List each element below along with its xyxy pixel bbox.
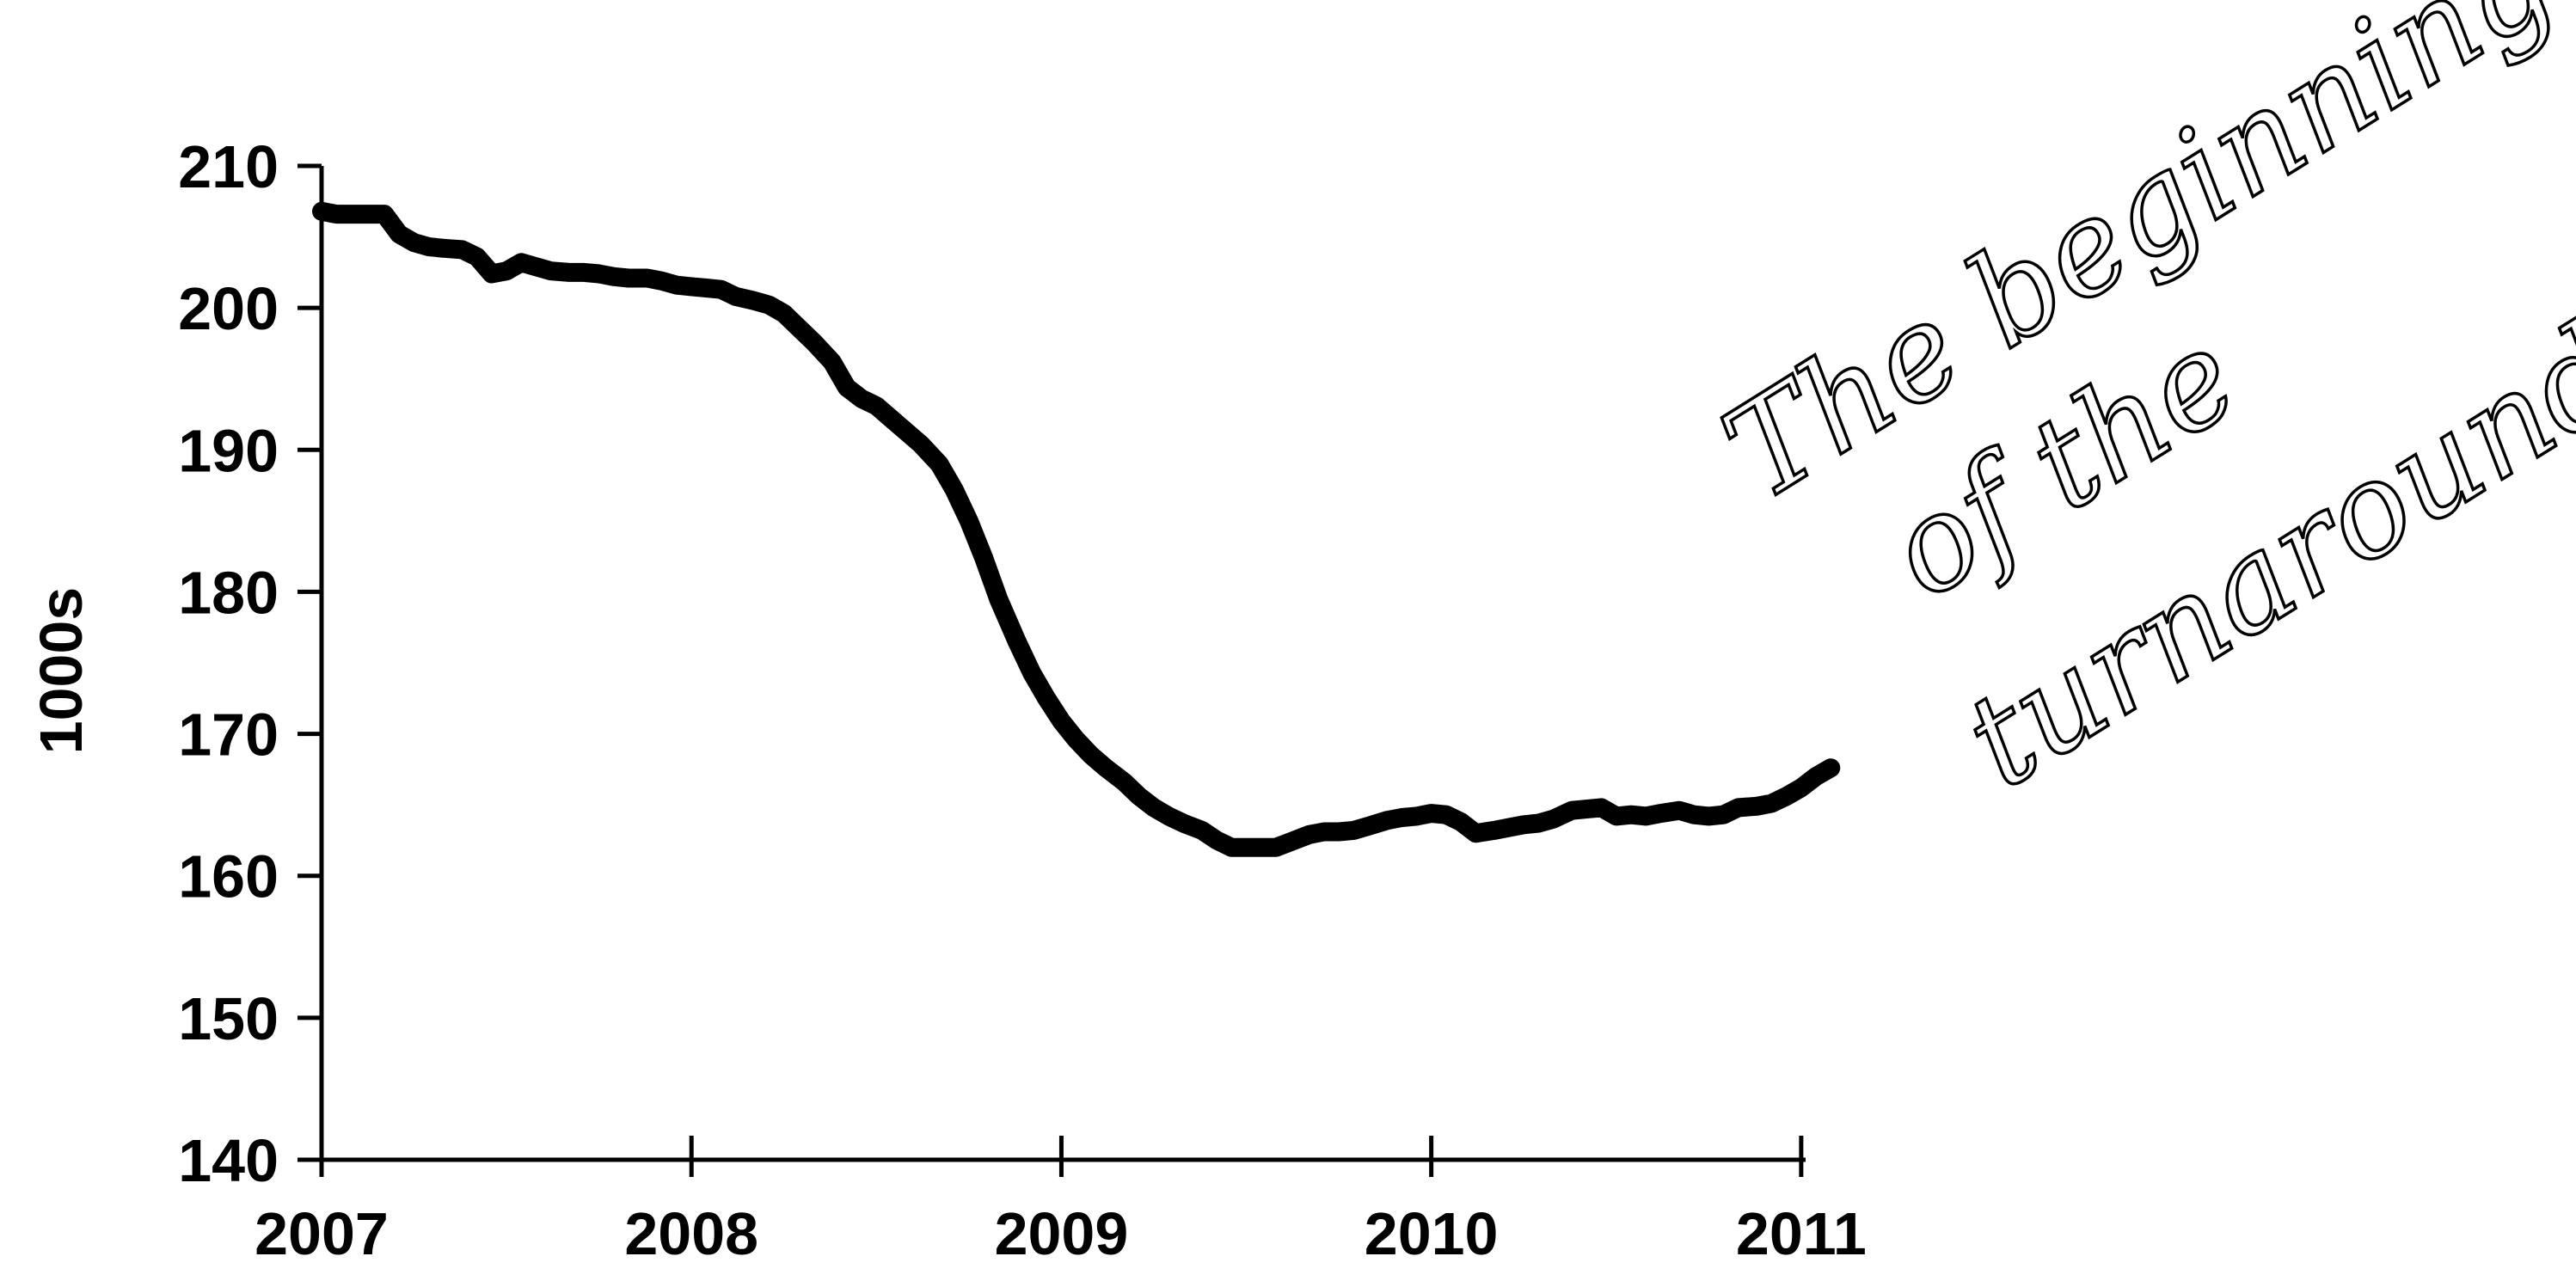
data-point	[891, 418, 892, 420]
data-point	[1770, 803, 1772, 804]
data-point	[1246, 847, 1247, 849]
data-point	[1338, 831, 1340, 832]
y-tick-label: 210	[178, 133, 279, 200]
data-point	[1323, 831, 1325, 832]
data-point	[428, 246, 430, 248]
data-point	[1508, 827, 1510, 829]
y-tick-label: 140	[178, 1127, 279, 1194]
data-point	[1260, 847, 1262, 849]
data-point	[968, 520, 970, 522]
data-point	[735, 296, 737, 297]
data-point	[1431, 812, 1432, 814]
data-point	[705, 287, 707, 289]
data-point	[1445, 814, 1447, 816]
data-point	[568, 272, 570, 273]
data-point	[1553, 818, 1555, 820]
data-point	[1230, 847, 1232, 849]
data-point	[1168, 815, 1169, 817]
data-point	[1708, 815, 1709, 817]
x-ticks: 2007 2008 2009 2010 2011	[255, 1136, 1867, 1267]
data-point	[661, 280, 663, 282]
data-point	[846, 387, 848, 389]
data-point	[491, 273, 493, 274]
data-point	[1601, 806, 1602, 808]
data-point	[905, 431, 907, 432]
data-point	[1693, 814, 1695, 816]
series-line	[312, 201, 1841, 857]
data-point	[1182, 823, 1184, 824]
data-point	[1060, 720, 1062, 722]
data-point	[383, 213, 385, 215]
data-point	[1016, 640, 1018, 642]
data-point	[398, 233, 400, 235]
data-point	[1571, 810, 1573, 812]
data-point	[1723, 814, 1724, 816]
data-point	[613, 276, 615, 278]
data-point	[1537, 823, 1539, 824]
data-point	[335, 213, 337, 215]
data-point	[1415, 815, 1417, 817]
data-point	[1678, 810, 1680, 812]
data-point	[753, 300, 755, 302]
data-point	[476, 256, 478, 258]
data-point	[769, 304, 770, 306]
data-point	[365, 213, 367, 215]
x-tick-label: 2010	[1365, 1200, 1499, 1267]
data-point	[1105, 767, 1107, 769]
data-point	[462, 248, 463, 250]
data-point	[1386, 819, 1388, 821]
data-point	[1031, 672, 1033, 674]
data-point	[813, 341, 814, 343]
data-point	[939, 463, 940, 465]
data-point	[1585, 808, 1587, 810]
y-tick-label: 160	[178, 843, 279, 910]
data-point	[1659, 812, 1661, 814]
data-point	[831, 361, 833, 363]
data-point	[1738, 806, 1739, 808]
series-points	[321, 211, 1831, 849]
y-axis-title: 1000s	[28, 587, 95, 755]
y-tick-label: 190	[178, 417, 279, 484]
data-point	[1090, 754, 1092, 756]
data-point	[997, 598, 999, 600]
data-point	[1046, 697, 1047, 699]
x-tick-label: 2009	[995, 1200, 1129, 1267]
data-point	[350, 213, 352, 215]
y-tick-label: 150	[178, 985, 279, 1052]
data-point	[1138, 795, 1140, 797]
data-point	[584, 272, 585, 273]
handwritten-annotation: The beginning of the turnaround.	[1698, 0, 2576, 818]
y-ticks: 140 150 160 170 180 190 200 210	[178, 133, 322, 1194]
data-point	[690, 285, 692, 287]
data-point	[1153, 806, 1155, 808]
data-point	[1124, 781, 1125, 783]
data-point	[1630, 814, 1632, 816]
data-point	[550, 270, 552, 272]
data-point	[1475, 832, 1476, 834]
data-point	[1815, 775, 1817, 777]
data-point	[1786, 795, 1788, 797]
data-point	[1460, 821, 1462, 823]
x-tick-label: 2011	[1736, 1200, 1867, 1267]
data-point	[506, 270, 507, 272]
y-tick-label: 170	[178, 702, 279, 769]
data-point	[598, 273, 600, 274]
x-tick-label: 2008	[624, 1200, 758, 1267]
y-tick-label: 200	[178, 275, 279, 342]
data-point	[1275, 847, 1277, 849]
data-point	[1368, 825, 1369, 827]
x-tick-label: 2007	[255, 1200, 389, 1267]
data-point	[520, 261, 522, 263]
data-point	[1645, 815, 1647, 817]
data-point	[875, 405, 877, 407]
data-point	[783, 313, 785, 315]
y-tick-label: 180	[178, 559, 279, 626]
